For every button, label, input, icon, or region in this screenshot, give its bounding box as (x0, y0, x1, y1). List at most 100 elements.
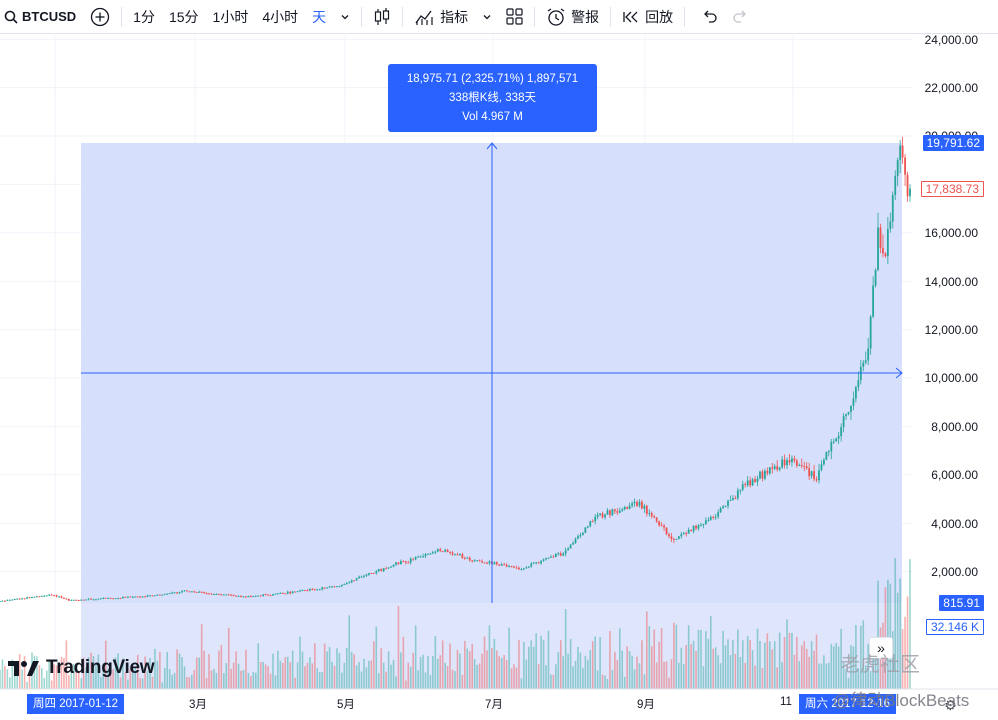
volume-bar (200, 624, 203, 689)
candle-body (687, 529, 690, 534)
volume-bar (414, 625, 417, 689)
compare-button[interactable] (83, 0, 117, 34)
volume-bar (274, 675, 277, 689)
indicators-dropdown[interactable] (475, 0, 499, 34)
price-chart-canvas[interactable] (0, 35, 998, 720)
interval-4h[interactable]: 4小时 (262, 8, 299, 25)
volume-bar (488, 625, 491, 689)
volume-bar (122, 658, 124, 689)
candle-body (195, 591, 198, 593)
candle-body (668, 534, 670, 537)
alert-label: 警报 (571, 8, 600, 25)
volume-bar (756, 628, 759, 689)
volume-bar (599, 637, 601, 689)
candle-body (382, 568, 385, 572)
candle-body (50, 594, 53, 596)
candle-body (459, 554, 461, 556)
candle-body (126, 596, 129, 598)
volume-bar (896, 592, 899, 689)
candle-body (131, 596, 134, 598)
candle-body (151, 595, 154, 597)
layout-button[interactable] (499, 0, 530, 34)
candle-body (281, 592, 284, 594)
volume-bar (732, 639, 734, 689)
candle-body (707, 519, 710, 521)
candle-body (33, 596, 36, 598)
volume-bar (41, 668, 43, 689)
candle-body (906, 174, 909, 197)
redo-button[interactable] (725, 0, 755, 34)
candle-body (232, 594, 235, 596)
volume-bar (92, 656, 95, 689)
volume-bar (407, 662, 410, 689)
candle-body (884, 253, 887, 257)
interval-1h[interactable]: 1小时 (212, 8, 249, 25)
settings-gear-icon[interactable]: ⚙ (944, 697, 957, 713)
volume-bar (439, 655, 442, 689)
candle-body (117, 598, 119, 600)
volume-bar (468, 651, 471, 689)
candle-body (1, 600, 4, 602)
volume-bar (547, 630, 550, 689)
chart-type-button[interactable] (366, 0, 398, 34)
candle-body (183, 590, 186, 592)
chart-pane[interactable] (0, 35, 998, 720)
interval-dropdown[interactable] (333, 0, 357, 34)
volume-bar (719, 663, 722, 689)
candle-body (793, 458, 796, 461)
interval-1d[interactable]: 天 (312, 8, 327, 25)
scroll-to-realtime-button[interactable]: » (869, 637, 893, 659)
interval-15m[interactable]: 15分 (168, 8, 199, 25)
candle-body (717, 512, 720, 517)
candle-body (869, 316, 872, 349)
volume-bar (587, 659, 589, 689)
volume-bar (208, 654, 210, 689)
volume-bar (294, 677, 296, 689)
symbol-search[interactable]: BTCUSD (0, 0, 83, 34)
candle-body (176, 592, 178, 594)
volume-bar (813, 650, 815, 689)
candle-body (144, 596, 147, 598)
volume-bar (685, 645, 687, 689)
candle-body (291, 591, 294, 594)
candle-body (409, 558, 412, 563)
volume-bar (301, 651, 304, 689)
alert-button[interactable]: 警报 (539, 0, 606, 34)
volume-bar (240, 670, 242, 689)
candle-body (205, 593, 208, 595)
candle-body (584, 527, 587, 533)
volume-bar (771, 649, 774, 689)
interval-1m[interactable]: 1分 (133, 8, 155, 25)
replay-button[interactable]: 回放 (615, 0, 680, 34)
volume-bar (259, 662, 262, 689)
candle-body (237, 595, 240, 597)
volume-bar (107, 668, 110, 689)
candle-body (672, 539, 675, 541)
toolbar-divider (534, 6, 536, 27)
search-icon (4, 10, 18, 24)
candle-body (129, 596, 132, 598)
measure-bar-count: 338根K线, 338天 (449, 91, 536, 104)
volume-bar (390, 664, 392, 689)
candle-body (850, 405, 852, 413)
volume-bar (872, 654, 874, 689)
volume-bar (70, 670, 73, 689)
volume-bar (773, 641, 776, 689)
candle-body (340, 584, 343, 587)
volume-bar (631, 655, 633, 689)
candle-body (577, 536, 579, 539)
candle-body (611, 509, 614, 516)
indicators-button[interactable]: 指标 (407, 0, 475, 34)
volume-bar (842, 662, 845, 689)
volume-bar (252, 671, 255, 689)
candle-body (286, 591, 289, 594)
tradingview-logo[interactable]: TradingView (8, 657, 155, 679)
candle-body (72, 599, 75, 601)
volume-bar (562, 656, 565, 689)
candle-body (842, 416, 845, 428)
undo-button[interactable] (695, 0, 725, 34)
candle-body (677, 536, 680, 540)
volume-bar (205, 677, 208, 689)
candle-body (434, 551, 437, 553)
volume-bar (454, 671, 456, 689)
